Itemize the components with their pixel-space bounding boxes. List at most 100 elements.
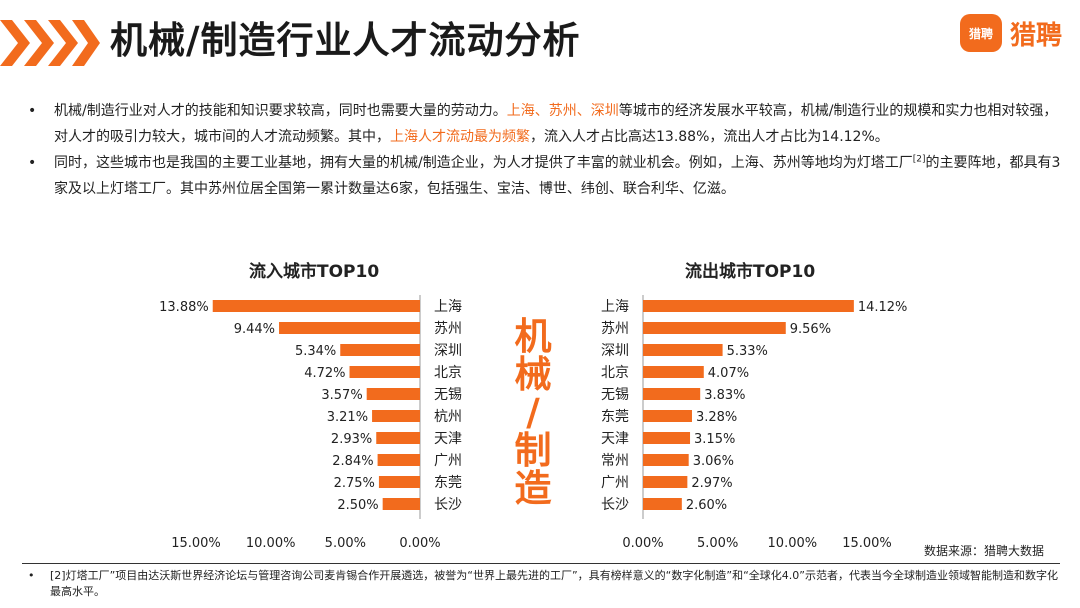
page-title: 机械/制造行业人才流动分析: [110, 19, 581, 62]
bar: [643, 322, 786, 334]
chevron-arrows-icon: [0, 20, 100, 66]
vertical-char: 制: [514, 429, 552, 472]
x-tick-label: 0.00%: [622, 536, 663, 550]
vertical-char: 械: [514, 353, 552, 396]
category-label: 常州: [601, 453, 629, 469]
footnote-ref[interactable]: [2]: [912, 154, 926, 165]
footnote: • [2]灯塔工厂”项目由达沃斯世界经济论坛与管理咨询公司麦肯锡合作开展遴选，被…: [28, 568, 1068, 600]
data-label: 2.97%: [691, 476, 732, 491]
data-label: 4.72%: [304, 366, 345, 381]
data-label: 2.75%: [334, 476, 375, 491]
data-label: 5.33%: [727, 344, 768, 359]
category-label: 东莞: [601, 409, 629, 425]
bar: [643, 344, 723, 356]
data-label: 5.34%: [295, 344, 336, 359]
divider: [22, 563, 1060, 564]
bar: [643, 366, 704, 378]
bar: [382, 498, 420, 510]
vertical-char: /: [526, 391, 540, 434]
bar: [643, 432, 691, 444]
category-label: 长沙: [601, 497, 629, 513]
data-source: 数据来源：猎聘大数据: [923, 544, 1044, 558]
vertical-char: 造: [514, 467, 552, 510]
data-label: 14.12%: [858, 300, 908, 315]
data-label: 13.88%: [159, 300, 209, 315]
category-label: 上海: [601, 299, 629, 315]
footnote-item: • [2]灯塔工厂”项目由达沃斯世界经济论坛与管理咨询公司麦肯锡合作开展遴选，被…: [28, 568, 1068, 600]
category-label: 深圳: [601, 343, 629, 359]
highlight-cities: 上海、苏州、深圳: [506, 103, 619, 119]
bar: [378, 476, 420, 488]
x-tick-label: 5.00%: [697, 536, 738, 550]
bar: [643, 498, 682, 510]
x-tick-label: 15.00%: [842, 536, 892, 550]
bar: [377, 454, 420, 466]
category-label: 苏州: [434, 321, 462, 337]
category-label: 北京: [434, 365, 462, 381]
data-label: 3.21%: [327, 410, 368, 425]
x-tick-label: 15.00%: [171, 536, 221, 550]
liepin-logo-icon: 猎聘: [959, 14, 1002, 52]
bar: [643, 300, 854, 312]
bullet-text: 同时，这些城市也是我国的主要工业基地，拥有大量的机械/制造企业，为人才提供了丰富…: [54, 155, 913, 171]
category-label: 无锡: [601, 387, 629, 403]
bullet-text: 的主要阵地，都具有3家及以上灯塔工厂。其中苏州位居全国第一累计数量达6家，包括强…: [54, 155, 1061, 197]
bullet-text: ，流入人才占比高达13.88%，流出人才占比为14.12%。: [530, 129, 889, 145]
category-label: 苏州: [601, 321, 629, 337]
data-label: 9.56%: [790, 322, 831, 337]
x-tick-label: 5.00%: [325, 536, 366, 550]
bar: [349, 366, 420, 378]
data-label: 3.06%: [693, 454, 734, 469]
category-label: 广州: [434, 453, 462, 469]
category-label: 北京: [601, 365, 629, 381]
x-tick-label: 10.00%: [246, 536, 296, 550]
bullet-list: • 机械/制造行业对人才的技能和知识要求较高，同时也需要大量的劳动力。上海、苏州…: [28, 98, 1068, 202]
bullet-text: 机械/制造行业对人才的技能和知识要求较高，同时也需要大量的劳动力。: [54, 103, 507, 119]
category-label: 广州: [601, 475, 629, 491]
bar: [643, 388, 701, 400]
highlight-shanghai: 上海人才流动最为频繁: [390, 129, 530, 145]
bullet-item: • 同时，这些城市也是我国的主要工业基地，拥有大量的机械/制造企业，为人才提供了…: [28, 150, 1068, 202]
data-label: 2.60%: [686, 498, 727, 513]
data-label: 3.15%: [694, 432, 735, 447]
data-label: 4.07%: [708, 366, 749, 381]
data-label: 3.57%: [321, 388, 362, 403]
data-label: 2.50%: [337, 498, 378, 513]
bar: [212, 300, 420, 312]
category-label: 杭州: [434, 409, 462, 425]
category-label: 东莞: [434, 475, 462, 491]
category-label: 深圳: [434, 343, 462, 359]
industry-vertical-label: 机 械 / 制 造: [503, 318, 563, 508]
bullet-dot: •: [28, 569, 35, 582]
bullet-text: 等城市的经济发展水平较高，机械/制造行业的规模和实力也相对较强，对人才的吸引力较…: [54, 103, 1058, 145]
data-label: 3.28%: [696, 410, 737, 425]
footnote-text: [2]灯塔工厂”项目由达沃斯世界经济论坛与管理咨询公司麦肯锡合作开展遴选，被誉为…: [50, 569, 1058, 598]
outflow-bar-chart: 上海 14.12% 苏州 9.56% 深圳 5.33% 北京 4.07% 无锡 3.83% 东莞 3.…: [601, 295, 908, 550]
bullet-dot: •: [28, 155, 37, 171]
bar: [643, 454, 689, 466]
category-label: 无锡: [434, 387, 462, 403]
category-label: 天津: [434, 431, 462, 447]
data-label: 9.44%: [234, 322, 275, 337]
inflow-bar-chart: 上海 13.88% 苏州 9.44% 深圳 5.34% 北京 4.72% 无锡 3.57% 杭州 3.…: [159, 295, 462, 550]
data-label: 3.83%: [704, 388, 745, 403]
bullet-item: • 机械/制造行业对人才的技能和知识要求较高，同时也需要大量的劳动力。上海、苏州…: [28, 98, 1068, 150]
outflow-chart-title: 流出城市TOP10: [685, 262, 816, 282]
bar: [279, 322, 420, 334]
brand-logo: 猎聘 猎聘: [959, 14, 1062, 52]
bar: [376, 432, 420, 444]
category-label: 上海: [434, 299, 462, 315]
bullet-dot: •: [28, 103, 37, 119]
bar: [643, 476, 688, 488]
bar: [643, 410, 692, 422]
category-label: 长沙: [434, 497, 462, 513]
data-label: 2.93%: [331, 432, 372, 447]
inflow-chart-title: 流入城市TOP10: [249, 262, 380, 282]
category-label: 天津: [601, 431, 629, 447]
vertical-char: 机: [514, 315, 552, 358]
bar: [340, 344, 420, 356]
logo-text: 猎聘: [1009, 20, 1062, 51]
data-label: 2.84%: [332, 454, 373, 469]
bar: [372, 410, 420, 422]
x-tick-label: 10.00%: [768, 536, 818, 550]
